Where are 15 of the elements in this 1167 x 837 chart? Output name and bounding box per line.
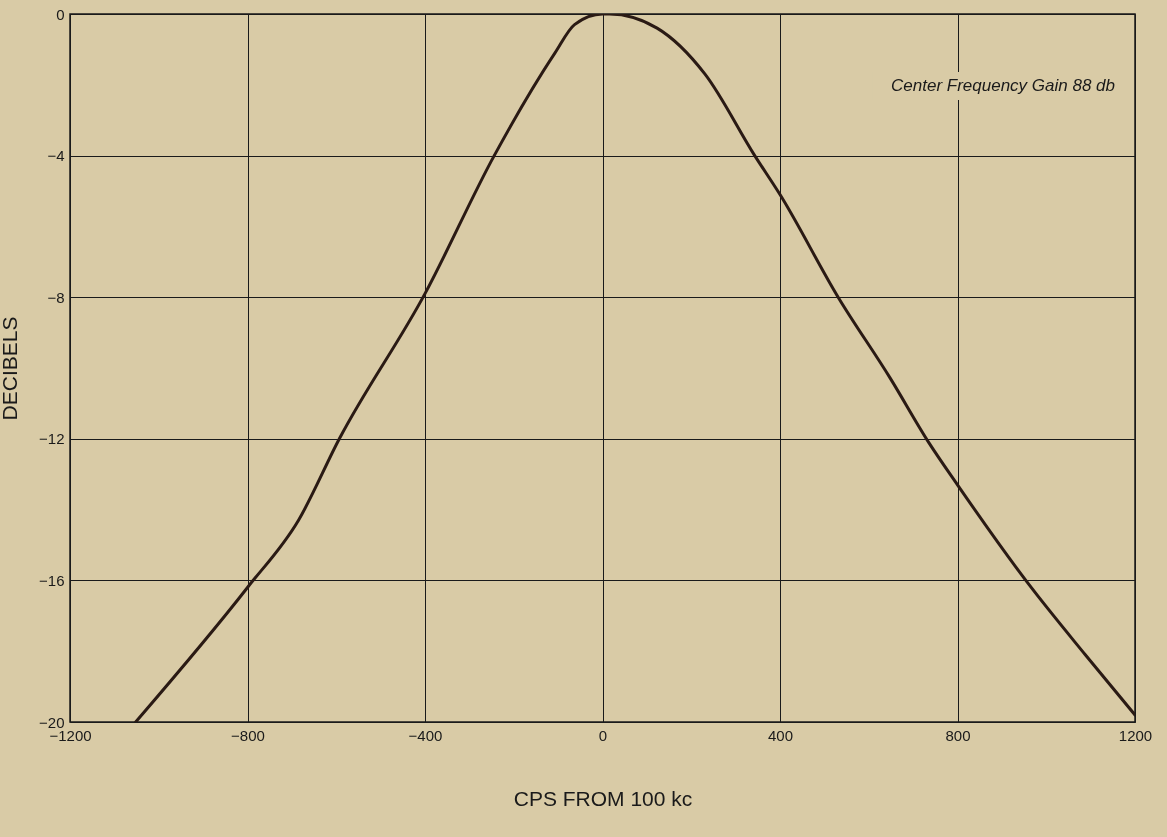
x-tick-label: 0 xyxy=(598,726,608,744)
x-tick-label: −400 xyxy=(408,726,443,744)
y-tick-label: −12 xyxy=(39,430,65,448)
x-axis-title: CPS FROM 100 kc xyxy=(513,786,693,810)
y-tick-label: 0 xyxy=(56,5,65,23)
y-tick-label: −20 xyxy=(39,713,65,731)
y-tick-label: −8 xyxy=(47,288,65,306)
x-tick-label: −800 xyxy=(231,726,265,744)
y-tick-label: −4 xyxy=(47,147,65,165)
x-tick-label: 1200 xyxy=(1118,726,1153,744)
y-axis-title: DECIBELS xyxy=(0,316,22,421)
x-tick-label: 400 xyxy=(767,726,794,744)
y-tick-label: −16 xyxy=(39,571,65,589)
annotation: Center Frequency Gain 88 db xyxy=(891,76,1115,95)
x-tick-label: 800 xyxy=(945,726,971,744)
